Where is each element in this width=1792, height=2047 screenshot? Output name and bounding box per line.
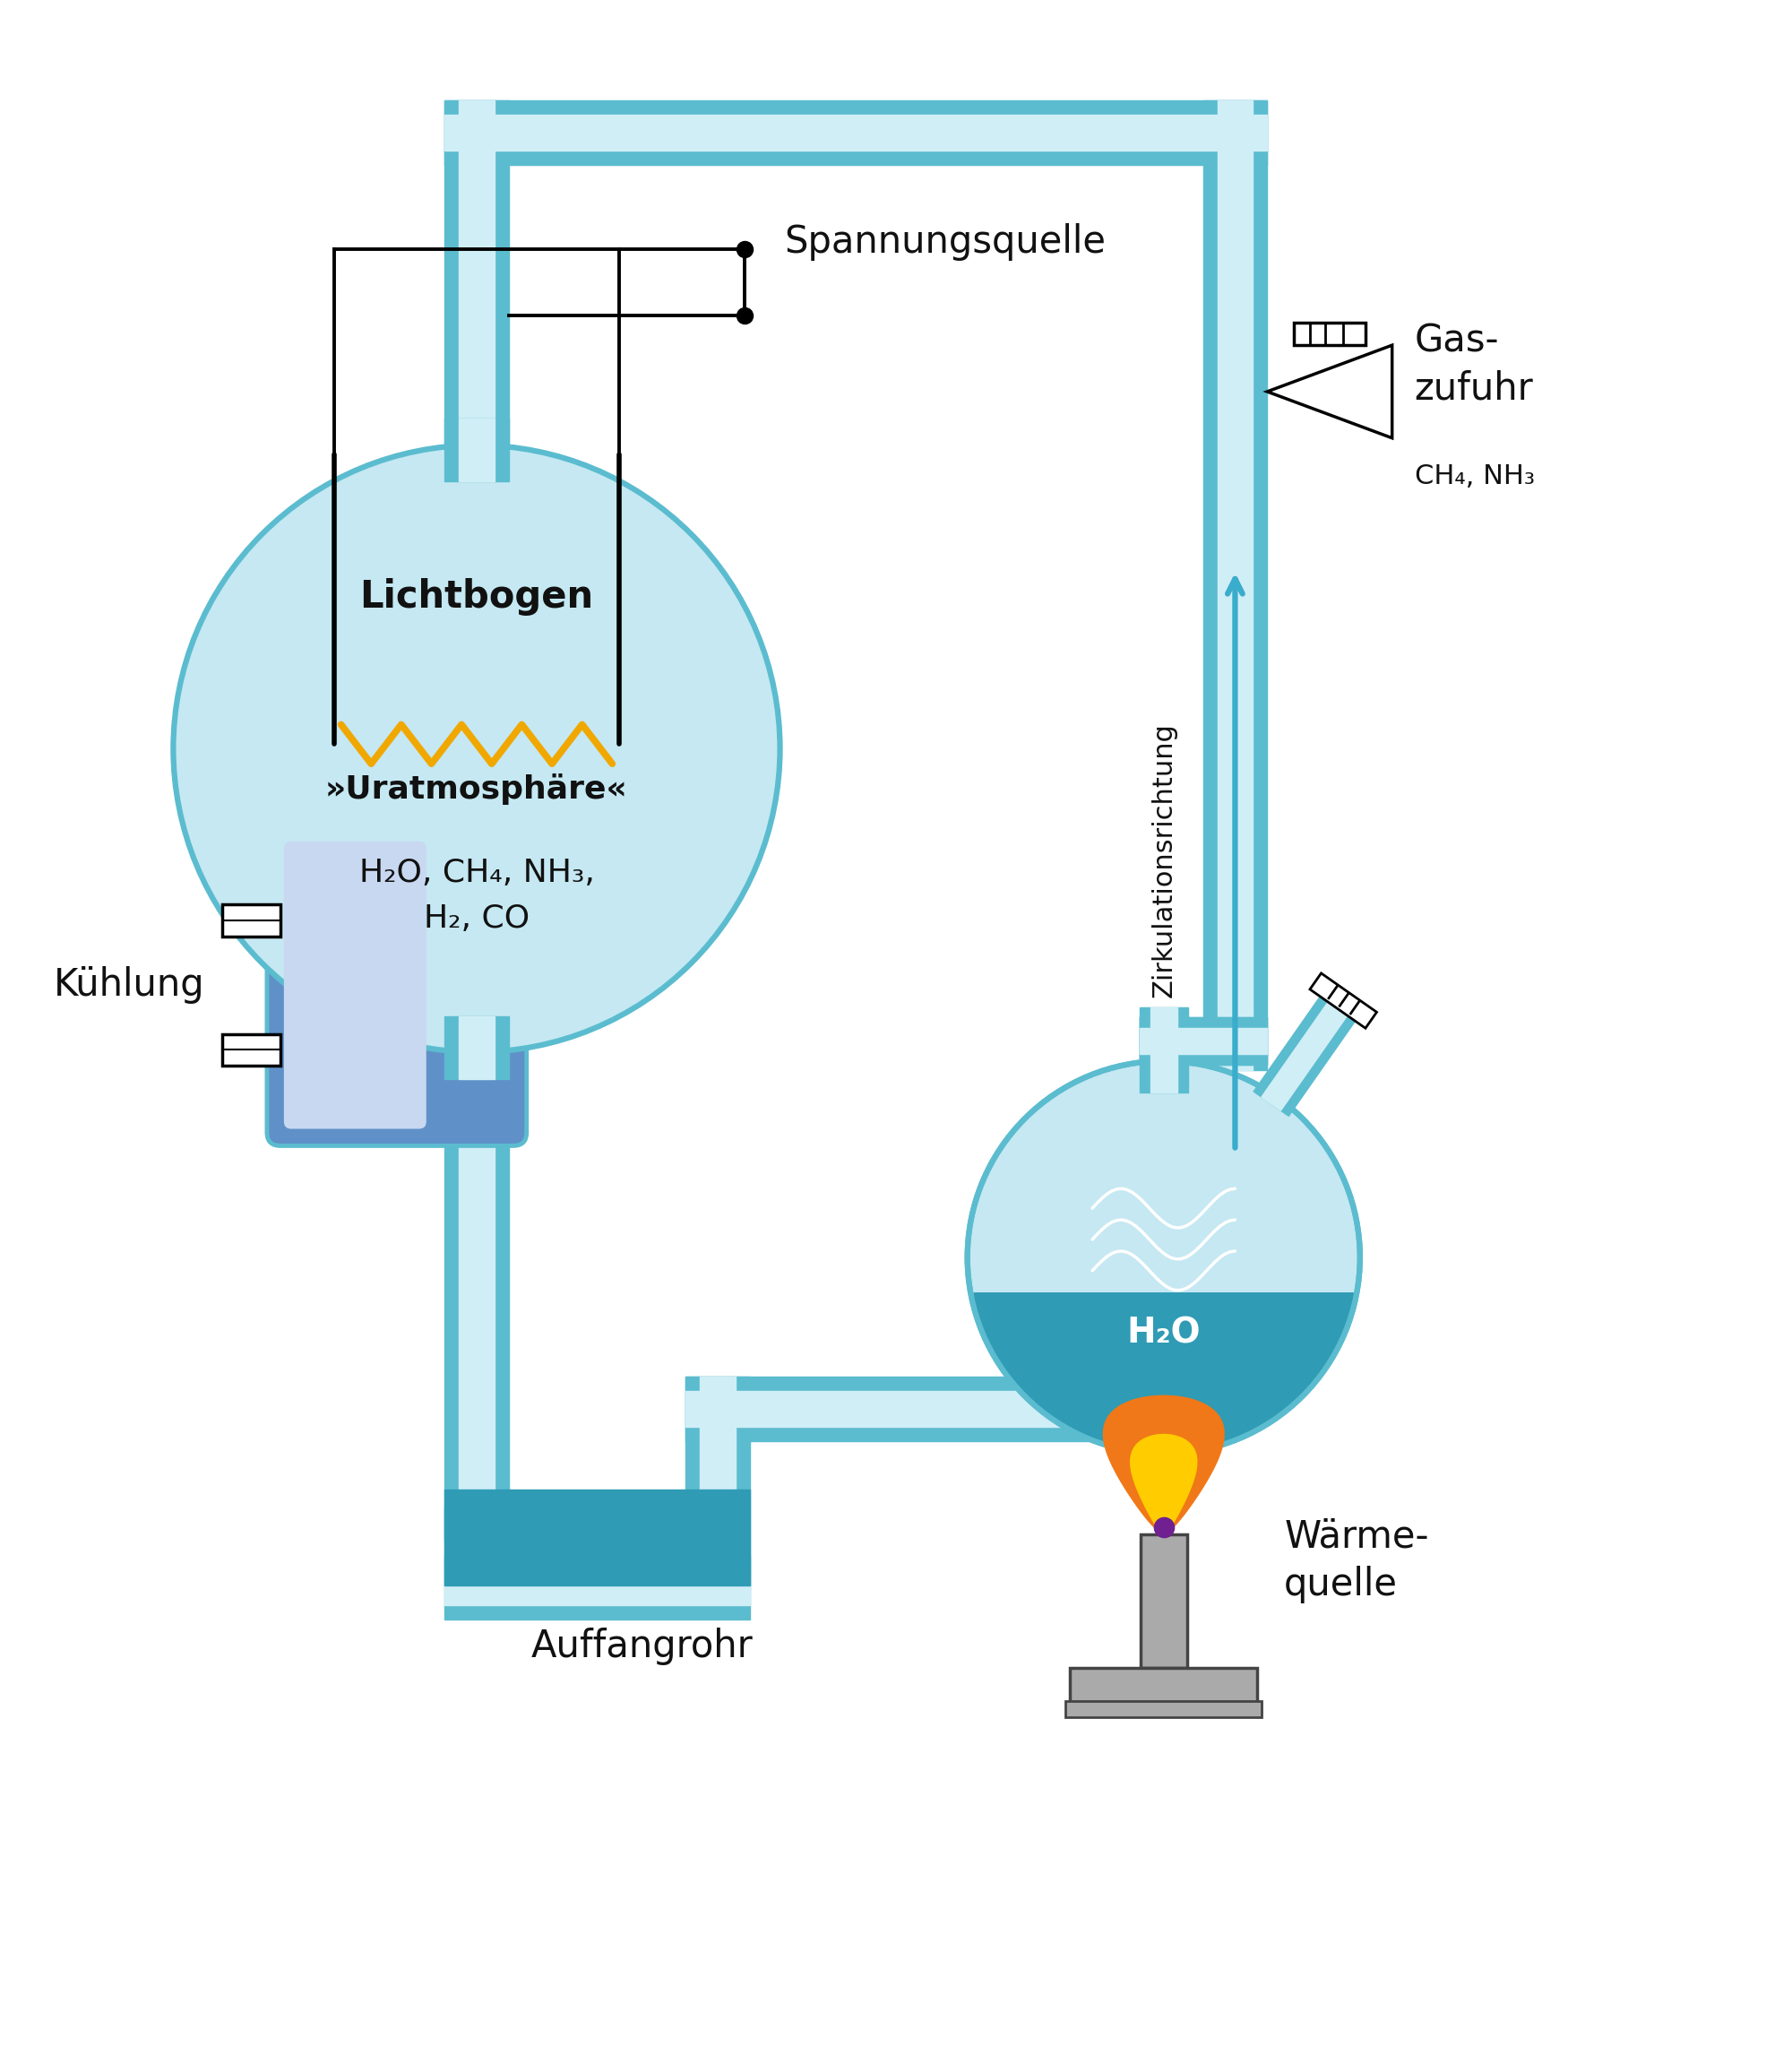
Polygon shape (1202, 100, 1267, 1071)
FancyBboxPatch shape (1140, 1533, 1186, 1668)
Text: Wärme-
quelle: Wärme- quelle (1285, 1519, 1428, 1603)
Polygon shape (459, 418, 495, 481)
FancyBboxPatch shape (222, 1034, 280, 1066)
Polygon shape (459, 1021, 495, 1539)
FancyBboxPatch shape (267, 825, 527, 1146)
Polygon shape (685, 1392, 1195, 1427)
Circle shape (174, 444, 780, 1052)
Polygon shape (459, 1017, 495, 1079)
Polygon shape (444, 100, 1267, 166)
Polygon shape (444, 1556, 749, 1619)
Text: Lichtbogen: Lichtbogen (360, 577, 593, 616)
Polygon shape (1150, 1017, 1177, 1087)
FancyBboxPatch shape (222, 905, 280, 935)
Polygon shape (1150, 1007, 1177, 1093)
FancyBboxPatch shape (1066, 1701, 1262, 1717)
Polygon shape (444, 1570, 749, 1605)
Polygon shape (685, 1378, 1195, 1441)
Polygon shape (1140, 1017, 1188, 1087)
Polygon shape (1140, 1017, 1267, 1064)
Polygon shape (1140, 1028, 1267, 1054)
Polygon shape (1140, 1007, 1188, 1093)
FancyBboxPatch shape (1070, 1668, 1258, 1701)
FancyBboxPatch shape (1294, 323, 1366, 346)
Polygon shape (459, 100, 495, 477)
Polygon shape (1254, 997, 1355, 1116)
Polygon shape (444, 1021, 509, 1539)
Polygon shape (459, 1507, 495, 1588)
Polygon shape (1267, 346, 1392, 438)
Circle shape (968, 1060, 1360, 1453)
Polygon shape (1104, 1396, 1224, 1533)
FancyBboxPatch shape (283, 841, 426, 1128)
Text: CH₄, NH₃: CH₄, NH₃ (1414, 463, 1534, 489)
Polygon shape (444, 1490, 749, 1586)
Polygon shape (701, 1378, 735, 1588)
Polygon shape (444, 418, 509, 481)
Polygon shape (1217, 100, 1253, 1071)
Polygon shape (444, 115, 1267, 151)
Text: »Uratmosphäre«: »Uratmosphäre« (326, 774, 627, 804)
Polygon shape (1262, 1001, 1348, 1112)
Text: Auffangrohr: Auffangrohr (530, 1627, 753, 1666)
Text: Spannungsquelle: Spannungsquelle (785, 223, 1106, 260)
Text: Gas-
zufuhr: Gas- zufuhr (1414, 321, 1534, 407)
Text: H₂O: H₂O (1127, 1316, 1201, 1351)
Text: Zirkulationsrichtung: Zirkulationsrichtung (1150, 723, 1177, 997)
Text: H₂O, CH₄, NH₃,
H₂, CO: H₂O, CH₄, NH₃, H₂, CO (358, 858, 595, 933)
Polygon shape (1140, 1028, 1267, 1054)
Polygon shape (444, 100, 509, 477)
Polygon shape (975, 1294, 1353, 1453)
Polygon shape (685, 1378, 749, 1588)
Text: Kühlung: Kühlung (54, 966, 204, 1003)
Polygon shape (1131, 1435, 1197, 1533)
Polygon shape (444, 1017, 509, 1079)
Polygon shape (1310, 972, 1376, 1028)
Polygon shape (1140, 1017, 1267, 1064)
Polygon shape (444, 1507, 509, 1588)
